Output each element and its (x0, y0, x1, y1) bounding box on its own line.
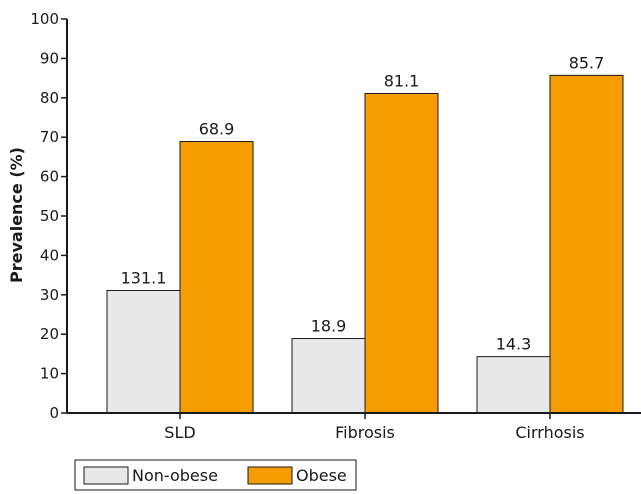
legend-swatch (83, 466, 129, 485)
y-tick-label: 60 (40, 168, 59, 186)
bar-obese-sld (179, 141, 254, 414)
legend: Non-obese Obese (74, 459, 357, 491)
y-tick-label: 50 (40, 207, 59, 225)
y-tick-label: 20 (40, 325, 59, 343)
y-axis-title: Prevalence (%) (7, 147, 26, 283)
x-tick-label: SLD (164, 423, 195, 442)
bar-non-obese-sld (106, 289, 181, 414)
x-tick-label: Cirrhosis (515, 423, 584, 442)
y-tick-label: 80 (40, 89, 59, 107)
y-tick-label: 40 (40, 246, 59, 264)
y-axis: 0 10 20 30 40 50 60 70 80 90 100 (30, 10, 68, 422)
y-tick-label: 100 (30, 10, 59, 28)
bars: 131.1 68.9 18.9 81.1 14.3 85.7 (106, 53, 624, 414)
bar-obese-fibrosis (364, 92, 439, 414)
legend-label: Obese (296, 466, 347, 485)
y-tick-label: 0 (49, 404, 59, 422)
x-tick-label: Fibrosis (335, 423, 395, 442)
y-tick-label: 30 (40, 286, 59, 304)
x-axis: SLD Fibrosis Cirrhosis (67, 412, 641, 442)
y-tick-label: 70 (40, 128, 59, 146)
y-tick-label: 90 (40, 49, 59, 67)
data-label: 68.9 (199, 120, 235, 139)
bar-obese-cirrhosis (549, 74, 624, 414)
data-label: 131.1 (121, 268, 167, 287)
legend-swatch (247, 466, 293, 485)
bar-non-obese-fibrosis (291, 338, 366, 414)
data-label: 85.7 (569, 53, 605, 72)
legend-label: Non-obese (132, 466, 218, 485)
data-label: 18.9 (311, 317, 347, 336)
data-label: 14.3 (496, 335, 532, 354)
y-tick-label: 10 (40, 365, 59, 383)
bar-non-obese-cirrhosis (476, 356, 551, 414)
data-label: 81.1 (384, 71, 420, 90)
